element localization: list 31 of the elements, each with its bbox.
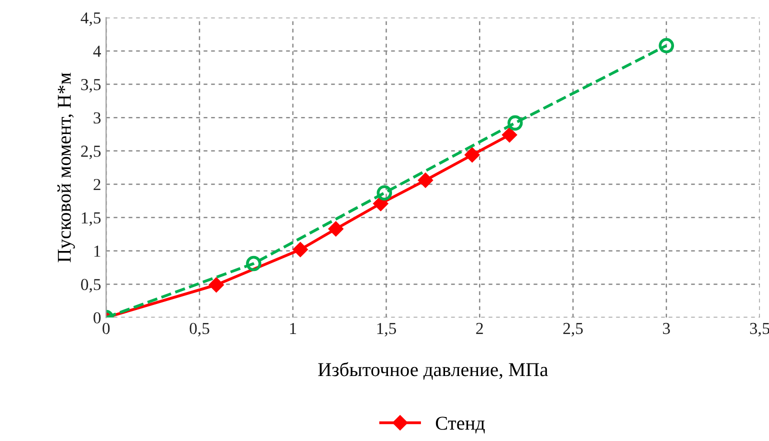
x-tick-label: 3 bbox=[663, 322, 670, 334]
point bbox=[418, 172, 433, 188]
x-tick-label: 2,5 bbox=[563, 322, 583, 337]
y-tick-label: 3 bbox=[94, 112, 101, 124]
x-tick-label: 1,5 bbox=[377, 322, 396, 337]
point bbox=[246, 256, 262, 272]
point bbox=[293, 242, 308, 257]
y-tick-label: 0 bbox=[94, 312, 101, 324]
point bbox=[658, 38, 674, 54]
point bbox=[507, 115, 523, 131]
y-tick-label: 3,5 bbox=[81, 79, 101, 93]
point bbox=[376, 185, 392, 201]
x-tick-label: 1 bbox=[290, 322, 296, 334]
y-tick-label: 4,5 bbox=[80, 12, 101, 26]
point bbox=[328, 222, 344, 236]
y-axis-title: Пусковой момент, Н*м bbox=[57, 72, 75, 262]
x-axis-title: Избыточное давление, МПа bbox=[318, 362, 548, 380]
point bbox=[502, 128, 517, 142]
y-tick-label: 0,5 bbox=[81, 278, 101, 293]
point bbox=[373, 196, 388, 211]
point bbox=[464, 148, 480, 162]
point bbox=[209, 278, 224, 292]
legend-label: Стенд bbox=[436, 416, 485, 434]
x-tick-label: 2 bbox=[476, 322, 483, 334]
y-tick-label: 1 bbox=[94, 246, 100, 257]
x-tick-label: 0 bbox=[102, 322, 110, 334]
x-tick-label: 0,5 bbox=[190, 322, 210, 337]
y-tick-label: 2,5 bbox=[81, 146, 101, 160]
y-tick-label: 2 bbox=[94, 178, 100, 190]
y-tick-label: 4 bbox=[93, 46, 101, 57]
y-tick-label: 1,5 bbox=[82, 212, 101, 226]
